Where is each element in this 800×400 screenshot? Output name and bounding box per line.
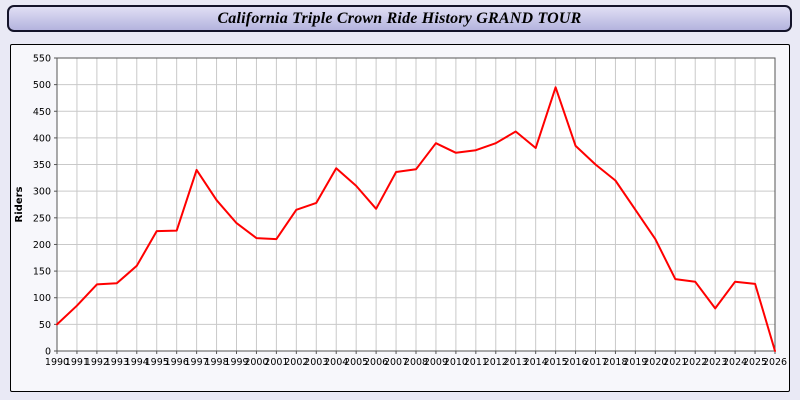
x-tick-label: 1999 — [224, 357, 248, 368]
x-tick-label: 2025 — [743, 357, 767, 368]
x-tick-label: 1993 — [105, 357, 129, 368]
y-tick-label: 50 — [39, 320, 51, 331]
y-tick-label: 150 — [33, 267, 51, 278]
x-tick-label: 1991 — [65, 357, 89, 368]
x-tick-label: 2020 — [643, 357, 667, 368]
x-tick-label: 2009 — [424, 357, 448, 368]
y-tick-label: 450 — [33, 107, 51, 118]
x-axis-labels: 1990199119921993199419951996199719981999… — [45, 357, 787, 368]
x-tick-label: 2000 — [244, 357, 268, 368]
x-tick-label: 1997 — [185, 357, 209, 368]
gridlines — [56, 57, 776, 352]
chart-panel: 0 50 100 150 200 250 300 350 400 450 500 550 1990 199… — [10, 44, 790, 392]
y-tick-label: 100 — [33, 293, 51, 304]
y-tick-label: 0 — [45, 347, 51, 358]
x-tick-label: 1990 — [45, 357, 69, 368]
x-tick-label: 1992 — [85, 357, 109, 368]
x-tick-label: 1994 — [125, 357, 149, 368]
y-tick-label: 500 — [33, 80, 51, 91]
y-tick-label: 350 — [33, 160, 51, 171]
x-tick-label: 2022 — [683, 357, 707, 368]
x-tick-label: 2018 — [603, 357, 627, 368]
x-tick-label: 2005 — [344, 357, 368, 368]
x-tick-label: 2004 — [324, 357, 348, 368]
x-tick-label: 2011 — [464, 357, 488, 368]
x-tick-label: 2023 — [703, 357, 727, 368]
y-tick-label: 550 — [33, 54, 51, 65]
x-tick-label: 2013 — [504, 357, 528, 368]
y-axis-labels: 0 50 100 150 200 250 300 350 400 450 500 550 — [33, 54, 51, 358]
y-tick-label: 400 — [33, 133, 51, 144]
x-tick-label: 2024 — [723, 357, 747, 368]
x-tick-label: 2026 — [763, 357, 787, 368]
x-tick-label: 1995 — [145, 357, 169, 368]
x-tick-label: 2010 — [444, 357, 468, 368]
x-tick-label: 2002 — [284, 357, 308, 368]
x-tick-label: 2014 — [524, 357, 548, 368]
y-tick-label: 200 — [33, 240, 51, 251]
x-tick-label: 2019 — [623, 357, 647, 368]
x-tick-label: 1996 — [165, 357, 189, 368]
y-tick-label: 250 — [33, 213, 51, 224]
x-tick-label: 2007 — [384, 357, 408, 368]
chart-title: California Triple Crown Ride History GRA… — [217, 9, 582, 27]
x-tick-label: 2016 — [563, 357, 587, 368]
axis-ticks — [54, 57, 776, 354]
x-tick-label: 2021 — [663, 357, 687, 368]
x-tick-label: 1998 — [204, 357, 228, 368]
y-axis-title: Riders — [14, 186, 25, 222]
riders-line-chart: 0501001502002503003504004505005501990199… — [14, 54, 787, 369]
chart-title-bar: California Triple Crown Ride History GRA… — [7, 5, 792, 32]
x-tick-label: 2012 — [484, 357, 508, 368]
riders-series-line — [56, 86, 776, 352]
x-tick-label: 2003 — [304, 357, 328, 368]
x-tick-label: 2015 — [544, 357, 568, 368]
y-tick-label: 300 — [33, 187, 51, 198]
x-tick-label: 2017 — [583, 357, 607, 368]
x-tick-label: 2001 — [264, 357, 288, 368]
x-tick-label: 2006 — [364, 357, 388, 368]
x-tick-label: 2008 — [404, 357, 428, 368]
